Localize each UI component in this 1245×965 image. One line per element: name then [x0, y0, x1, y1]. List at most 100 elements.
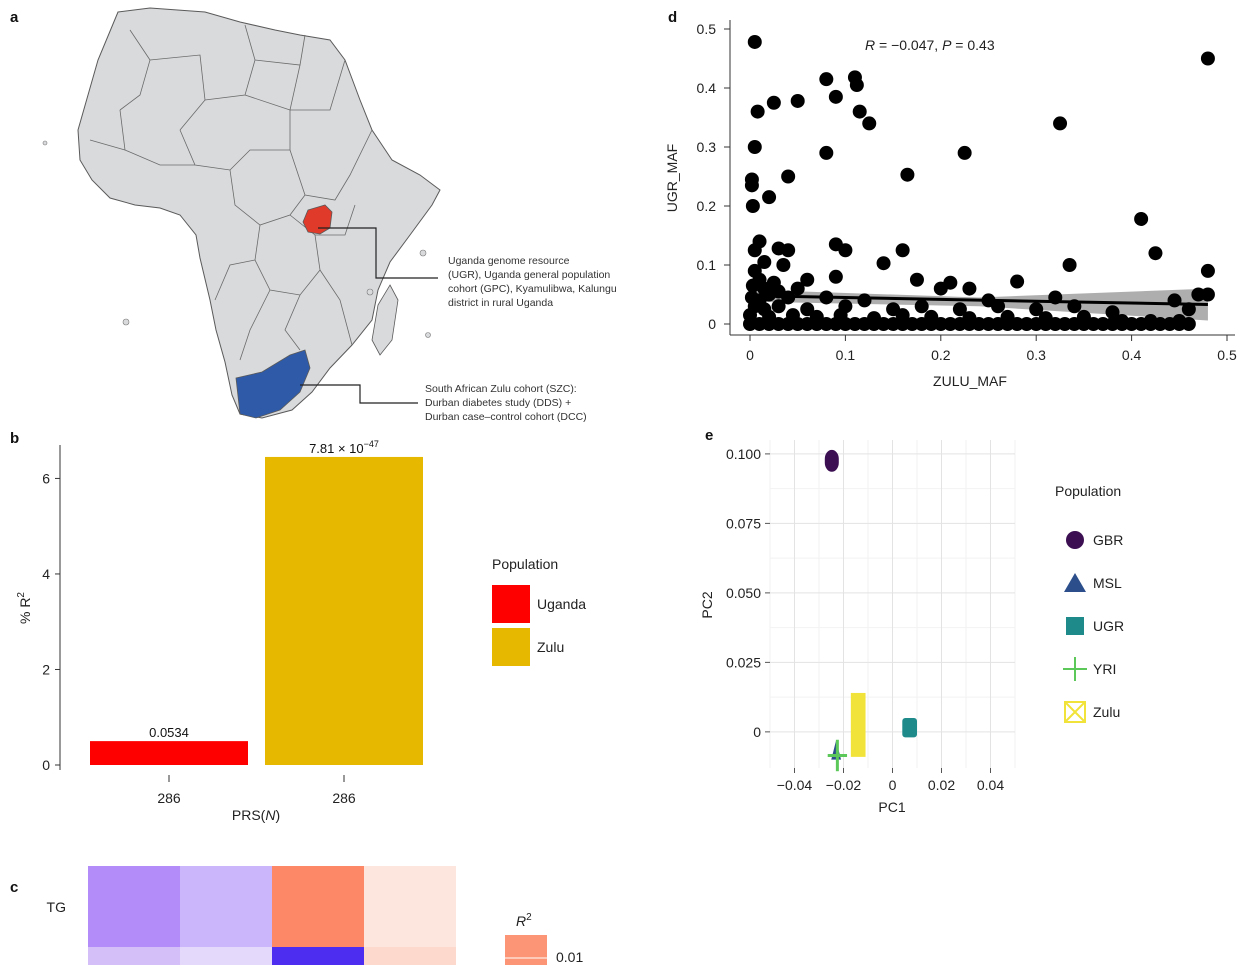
b-legend-title: Population [492, 556, 558, 572]
d-x-tick-label: 0.1 [836, 347, 856, 363]
b-bar-zulu [265, 456, 423, 765]
e-y-tick-label: 0.050 [726, 585, 761, 601]
e-ticks: −0.04 −0.02 0 0.02 0.04 0 0.025 0.050 0.075 0.100 [726, 446, 1004, 793]
uganda-annotation-line: cohort (GPC), Kyamulibwa, Kalungu [448, 283, 617, 295]
e-x-tick-label: 0.02 [928, 777, 955, 793]
d-data-point [838, 243, 853, 258]
d-data-point [1200, 51, 1215, 66]
d-data-point [819, 72, 834, 87]
e-grid [769, 440, 1016, 768]
d-points [743, 34, 1215, 331]
d-data-point [900, 167, 915, 182]
d-data-point [952, 302, 967, 317]
country-borders [89, 24, 373, 361]
zulu-leader-line [300, 384, 418, 404]
e-legend-title: Population [1055, 483, 1121, 499]
b-legend-swatch-uganda [492, 585, 530, 623]
d-data-point [781, 169, 796, 184]
zulu-annotation-line: Durban case–control cohort (DCC) [425, 411, 587, 423]
e-legend-label-ugr: UGR [1093, 618, 1124, 634]
uganda-annotation-line: district in rural Uganda [448, 297, 553, 309]
d-data-point [790, 93, 805, 108]
e-legend-label-yri: YRI [1093, 661, 1116, 677]
e-x-tick-label: 0.04 [977, 777, 1004, 793]
b-bar-uganda [90, 741, 248, 765]
d-y-tick-label: 0.3 [697, 139, 717, 155]
d-data-point [1062, 258, 1077, 272]
d-data-point [744, 178, 759, 193]
d-x-tick-label: 0.2 [931, 347, 951, 363]
d-data-point [895, 243, 910, 258]
d-correlation-annotation: R = −0.047, P = 0.43 [865, 37, 995, 53]
d-data-point [800, 272, 815, 287]
d-data-point [776, 258, 791, 272]
d-data-point [745, 199, 760, 213]
e-cluster-gbr [824, 449, 839, 472]
e-cluster-ugr [902, 717, 917, 738]
d-data-point [1200, 263, 1215, 278]
e-legend-key-msl [1064, 573, 1086, 592]
uganda-region [302, 204, 333, 235]
c-legend-colorbar [505, 935, 547, 965]
d-data-point [1134, 211, 1149, 226]
d-data-point [771, 299, 786, 314]
d-data-point [957, 145, 972, 160]
b-data-label-uganda: 0.0534 [149, 725, 189, 740]
madagascar [371, 284, 399, 356]
e-y-tick-label: 0.100 [726, 446, 761, 462]
d-data-point [991, 299, 1006, 314]
e-x-tick-label: −0.02 [826, 777, 862, 793]
d-y-tick-label: 0.4 [697, 80, 717, 96]
b-y-tick-label: 2 [42, 661, 50, 677]
zulu-annotation: South African Zulu cohort (SZC): Durban … [425, 383, 587, 423]
b-x-ticks: 286 286 [157, 775, 356, 806]
panel-c-heatmap: c TG R2 0.01 [10, 866, 583, 965]
e-legend-key-ugr [1066, 617, 1084, 635]
uganda-annotation-line: (UGR), Uganda general population [448, 269, 610, 281]
b-y-axis-title: % R2 [16, 592, 33, 624]
b-legend-label-zulu: Zulu [537, 639, 564, 655]
uganda-leader-line [318, 227, 438, 279]
d-y-tick-label: 0.1 [697, 257, 717, 273]
c-heatmap-cell [88, 866, 180, 947]
c-row-label-tg: TG [47, 899, 66, 915]
d-data-point [1010, 274, 1025, 289]
d-data-point [762, 190, 777, 205]
d-regression-line [749, 294, 1208, 307]
e-legend-label-gbr: GBR [1093, 532, 1123, 548]
panel-label-e: e [705, 427, 713, 444]
c-heatmap-cell [364, 866, 456, 947]
d-ticks: 0 0.1 0.2 0.3 0.4 0.5 0 0.1 0.2 0.3 0.4 0.5 [697, 21, 1237, 363]
panel-b-bar-chart: b 0 2 4 6 0.0534 7.81 × 10−47 286 286 % R2 PR… [10, 430, 586, 823]
d-y-axis-title: UGR_MAF [664, 144, 680, 212]
e-groups [824, 449, 917, 772]
d-data-point [745, 278, 760, 293]
d-data-point [781, 243, 796, 258]
d-x-tick-label: 0.3 [1026, 347, 1046, 363]
e-legend-label-zulu: Zulu [1093, 704, 1120, 720]
d-y-tick-label: 0.2 [697, 198, 717, 214]
d-data-point [933, 281, 948, 296]
d-data-point [909, 272, 924, 287]
b-legend-label-uganda: Uganda [537, 596, 586, 612]
c-heatmap-cell [272, 947, 364, 965]
e-y-tick-label: 0.025 [726, 654, 761, 670]
uganda-annotation-line: Uganda genome resource [448, 255, 570, 267]
panel-label-a: a [10, 9, 19, 26]
d-x-axis-title: ZULU_MAF [933, 373, 1007, 389]
e-x-tick-label: −0.04 [777, 777, 813, 793]
d-data-point [962, 281, 977, 296]
island [42, 140, 48, 146]
c-heatmap-cell [180, 866, 272, 947]
d-data-point [852, 104, 867, 119]
b-legend-swatch-zulu [492, 628, 530, 666]
b-x-tick-label: 286 [157, 790, 181, 806]
d-data-point [914, 299, 929, 314]
d-data-point [747, 140, 762, 154]
d-data-point [862, 116, 877, 131]
d-data-point [1029, 302, 1044, 317]
c-heatmap-cells [88, 866, 456, 965]
e-legend-label-msl: MSL [1093, 575, 1122, 591]
d-data-point [819, 145, 834, 160]
panel-label-c: c [10, 879, 18, 896]
